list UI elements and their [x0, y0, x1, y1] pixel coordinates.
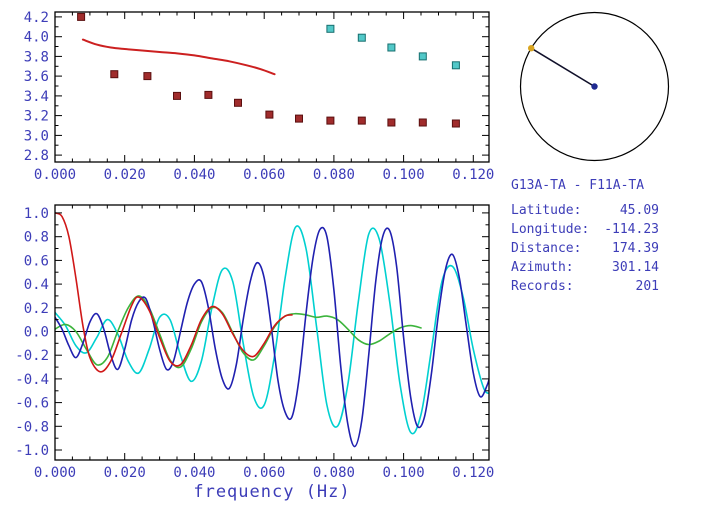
data-point[interactable]: [77, 12, 86, 21]
y-tick-label: 3.2: [24, 109, 49, 125]
station-dot: [528, 45, 535, 52]
y-tick-label: -0.2: [15, 348, 49, 364]
info-row: Records: 201: [511, 277, 659, 296]
y-tick-label: 0.4: [24, 277, 49, 293]
x-tick-label: 0.040: [173, 167, 215, 183]
info-label: Records:: [511, 279, 574, 294]
data-point[interactable]: [326, 116, 335, 125]
data-point[interactable]: [143, 72, 152, 81]
info-row: Latitude: 45.09: [511, 201, 659, 220]
y-tick-label: 0.8: [24, 230, 49, 246]
y-tick-label: -1.0: [15, 443, 49, 459]
info-value: 174.39: [612, 241, 659, 256]
info-label: Latitude:: [511, 203, 582, 218]
y-tick-label: 4.2: [24, 10, 49, 26]
station-info-panel: G13A-TA - F11A-TA Latitude: 45.09 Longitud…: [511, 178, 659, 296]
info-label: Distance:: [511, 241, 582, 256]
x-tick-label: 0.060: [243, 465, 285, 481]
x-tick-label: 0.100: [383, 167, 425, 183]
x-tick-label: 0.100: [383, 465, 425, 481]
y-tick-label: 3.6: [24, 69, 49, 85]
azimuth-dial: [519, 11, 670, 162]
y-tick-label: 3.0: [24, 128, 49, 144]
dial-circle: [519, 11, 670, 162]
x-axis-label: frequency (Hz): [193, 482, 350, 502]
info-row: Longitude: -114.23: [511, 220, 659, 239]
plot-frame: [54, 11, 490, 163]
y-tick-label: 4.0: [24, 30, 49, 46]
plot-click-area[interactable]: [55, 12, 489, 162]
data-point[interactable]: [110, 70, 119, 79]
data-point[interactable]: [234, 98, 242, 107]
x-tick-label: 0.020: [104, 167, 146, 183]
data-point[interactable]: [295, 114, 303, 123]
x-tick-label: 0.000: [34, 465, 76, 481]
series-trace-blue: [55, 226, 489, 448]
info-value: 45.09: [619, 203, 659, 218]
data-point[interactable]: [418, 118, 427, 127]
data-point[interactable]: [204, 90, 213, 99]
y-tick-label: 3.8: [24, 49, 49, 65]
data-point[interactable]: [326, 24, 335, 33]
plot-click-area[interactable]: [55, 205, 489, 460]
y-tick-label: 1.0: [24, 206, 49, 222]
data-point[interactable]: [387, 118, 396, 127]
info-value: 301.14: [612, 260, 659, 275]
data-point[interactable]: [387, 43, 396, 52]
info-row: Distance: 174.39: [511, 239, 659, 258]
x-tick-label: 0.120: [452, 465, 494, 481]
info-label: Longitude:: [511, 222, 590, 237]
y-tick-label: 0.6: [24, 253, 49, 269]
data-point[interactable]: [357, 116, 366, 125]
data-point[interactable]: [173, 91, 181, 100]
data-point[interactable]: [357, 33, 366, 42]
azimuth-line: [530, 47, 595, 88]
y-tick-label: 0.2: [24, 301, 49, 317]
reference-dot: [591, 83, 598, 90]
plot-frame: [54, 204, 490, 461]
info-rows: Latitude: 45.09 Longitude: -114.23 Distance:…: [511, 201, 659, 296]
data-point[interactable]: [451, 119, 460, 128]
series-reference-dispersion-curve: [81, 38, 276, 76]
info-value: -114.23: [604, 222, 659, 237]
x-tick-label: 0.000: [34, 167, 76, 183]
series-trace-red: [55, 212, 293, 373]
y-tick-label: 3.4: [24, 89, 49, 105]
series-group-velocity-picks-red: [77, 12, 460, 128]
x-tick-label: 0.060: [243, 167, 285, 183]
waveforms-chart: 0.000 0.020 0.040 0.060 0.080 0.100 0.120 1.0 0.…: [15, 204, 494, 502]
x-tick-label: 0.080: [313, 167, 355, 183]
y-tick-label: -0.6: [15, 396, 49, 412]
y-tick-label: 0.0: [24, 325, 49, 341]
data-point[interactable]: [418, 52, 427, 61]
x-tick-label: 0.080: [313, 465, 355, 481]
data-point[interactable]: [451, 61, 460, 70]
y-tick-label: 2.8: [24, 148, 49, 164]
x-tick-label: 0.020: [104, 465, 146, 481]
x-tick-label: 0.120: [452, 167, 494, 183]
y-tick-label: -0.8: [15, 419, 49, 435]
info-value: 201: [635, 279, 659, 294]
series-group-velocity-picks-cyan: [326, 24, 460, 70]
data-point[interactable]: [265, 110, 274, 119]
dispersion-chart: 0.000 0.020 0.040 0.060 0.080 0.100 0.120 2.8 3.…: [24, 10, 495, 183]
info-row: Azimuth: 301.14: [511, 258, 659, 277]
x-tick-label: 0.040: [173, 465, 215, 481]
station-pair-title: G13A-TA - F11A-TA: [511, 178, 645, 193]
y-tick-label: -0.4: [15, 372, 49, 388]
info-label: Azimuth:: [511, 260, 574, 275]
